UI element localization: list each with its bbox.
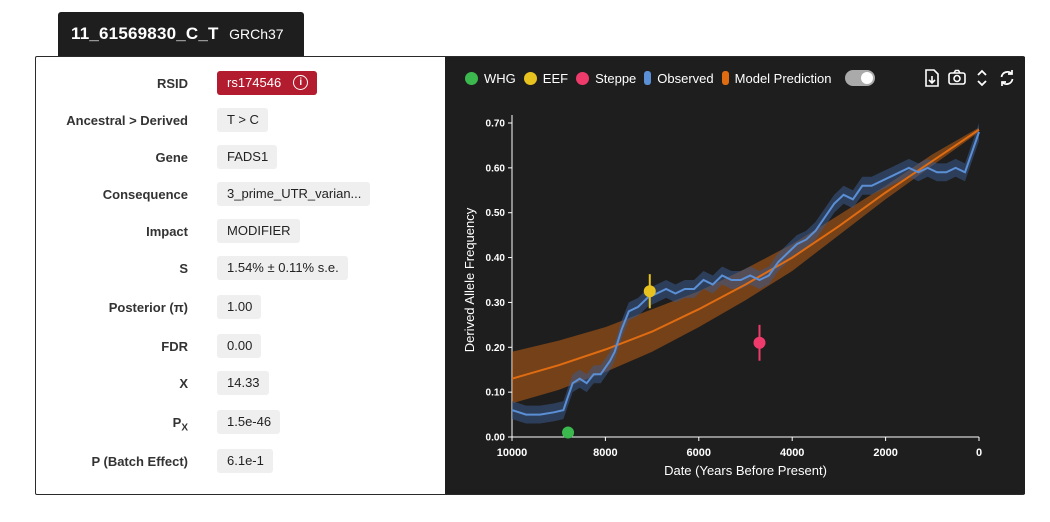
x-tick-label: 4000 bbox=[780, 447, 804, 459]
data-point-eef bbox=[643, 285, 656, 298]
x-tick-label: 0 bbox=[976, 447, 982, 459]
field-label-alleles: Ancestral > Derived bbox=[66, 113, 188, 128]
camera-icon[interactable] bbox=[945, 69, 969, 89]
observed-band bbox=[512, 123, 979, 424]
genome-build: GRCh37 bbox=[229, 26, 284, 42]
y-tick-label: 0.70 bbox=[486, 119, 506, 130]
field-row-alleles: Ancestral > Derived T > C bbox=[36, 108, 446, 134]
field-label-consequence: Consequence bbox=[102, 187, 188, 202]
field-row-gene: Gene FADS1 bbox=[36, 145, 446, 171]
field-row-batch: P (Batch Effect) 6.1e-1 bbox=[36, 449, 446, 475]
field-row-consequence: Consequence 3_prime_UTR_varian... bbox=[36, 182, 446, 208]
field-label-rsid: RSID bbox=[156, 76, 188, 91]
legend-label: EEF bbox=[542, 70, 569, 86]
y-tick-label: 0.60 bbox=[486, 163, 506, 174]
field-row-x: X 14.33 bbox=[36, 371, 446, 397]
legend-item-whg[interactable]: WHG bbox=[465, 71, 516, 86]
field-value-alleles: T > C bbox=[217, 108, 268, 132]
legend-label: Model Prediction bbox=[734, 70, 832, 86]
legend-label: Observed bbox=[657, 70, 714, 86]
legend-label: WHG bbox=[484, 70, 516, 86]
field-label-px: PX bbox=[172, 415, 188, 434]
legend-marker bbox=[721, 71, 729, 85]
variant-info-panel: RSID rs174546 i Ancestral > Derived T > C Gen… bbox=[36, 57, 446, 494]
legend-marker bbox=[465, 71, 478, 85]
legend-item-model-prediction[interactable]: Model Prediction bbox=[721, 70, 832, 86]
legend-marker bbox=[576, 71, 590, 85]
data-point-whg bbox=[562, 426, 575, 439]
field-label-batch: P (Batch Effect) bbox=[91, 454, 188, 469]
field-value-px: 1.5e-46 bbox=[217, 410, 281, 434]
field-value-x: 14.33 bbox=[217, 371, 269, 395]
field-row-impact: Impact MODIFIER bbox=[36, 219, 446, 245]
field-value-gene: FADS1 bbox=[217, 145, 278, 169]
y-tick-label: 0.40 bbox=[486, 253, 506, 264]
y-tick-label: 0.00 bbox=[486, 433, 506, 444]
legend-marker bbox=[644, 71, 652, 85]
x-tick-label: 8000 bbox=[593, 447, 617, 459]
expand-vertical-icon[interactable] bbox=[970, 69, 994, 89]
display-toggle[interactable] bbox=[845, 70, 876, 86]
y-tick-label: 0.30 bbox=[486, 298, 506, 309]
field-value-fdr: 0.00 bbox=[217, 334, 262, 358]
field-label-s: S bbox=[179, 261, 188, 276]
field-value-s: 1.54% ± 0.11% s.e. bbox=[217, 256, 348, 280]
legend-item-eef[interactable]: EEF bbox=[523, 70, 569, 86]
field-value-consequence: 3_prime_UTR_varian... bbox=[217, 182, 371, 206]
field-row-rsid: RSID rs174546 i bbox=[36, 71, 446, 97]
field-row-posterior: Posterior (π) 1.00 bbox=[36, 295, 446, 321]
info-icon[interactable]: i bbox=[293, 75, 309, 91]
download-file-icon[interactable] bbox=[920, 69, 944, 89]
variant-card: RSID rs174546 i Ancestral > Derived T > C Gen… bbox=[35, 56, 1025, 495]
reset-icon[interactable] bbox=[995, 69, 1019, 89]
model-prediction-line bbox=[511, 128, 980, 380]
chart-legend: WHG EEF Steppe Observed Model Prediction bbox=[465, 70, 876, 86]
model-prediction-band bbox=[512, 127, 979, 404]
field-value-rsid[interactable]: rs174546 i bbox=[217, 71, 318, 95]
chart-toolbar bbox=[919, 69, 1019, 89]
legend-label: Steppe bbox=[595, 70, 637, 86]
field-label-gene: Gene bbox=[155, 150, 188, 165]
variant-tab[interactable]: 11_61569830_C_T GRCh37 bbox=[58, 12, 304, 56]
toggle-knob bbox=[861, 72, 874, 84]
field-value-batch: 6.1e-1 bbox=[217, 449, 273, 473]
y-axis-title: Derived Allele Frequency bbox=[462, 207, 477, 352]
x-axis-title: Date (Years Before Present) bbox=[664, 463, 827, 478]
field-label-x: X bbox=[179, 376, 188, 391]
x-tick-label: 6000 bbox=[687, 447, 711, 459]
observed-line bbox=[511, 131, 980, 416]
field-label-posterior: Posterior (π) bbox=[108, 300, 188, 315]
x-tick-label: 2000 bbox=[873, 447, 897, 459]
field-label-fdr: FDR bbox=[161, 339, 188, 354]
field-value-posterior: 1.00 bbox=[217, 295, 262, 319]
chart-canvas: 0.00 0.10 0.20 0.30 0.40 0.50 0.60 0.70 10000 800… bbox=[462, 115, 982, 478]
field-row-s: S 1.54% ± 0.11% s.e. bbox=[36, 256, 446, 282]
y-tick-label: 0.20 bbox=[486, 343, 506, 354]
y-tick-label: 0.10 bbox=[486, 388, 506, 399]
legend-item-steppe[interactable]: Steppe bbox=[576, 71, 636, 86]
field-row-fdr: FDR 0.00 bbox=[36, 334, 446, 360]
allele-frequency-plot: WHG EEF Steppe Observed Model Prediction 0.0… bbox=[445, 57, 1025, 494]
legend-marker bbox=[523, 71, 537, 85]
field-label-impact: Impact bbox=[146, 224, 188, 239]
data-point-steppe bbox=[753, 336, 766, 349]
variant-id: 11_61569830_C_T bbox=[71, 24, 219, 43]
field-row-px: PX 1.5e-46 bbox=[36, 410, 446, 436]
legend-item-observed[interactable]: Observed bbox=[644, 70, 714, 86]
field-value-impact: MODIFIER bbox=[217, 219, 300, 243]
x-tick-label: 10000 bbox=[497, 447, 528, 459]
y-tick-label: 0.50 bbox=[486, 208, 506, 219]
